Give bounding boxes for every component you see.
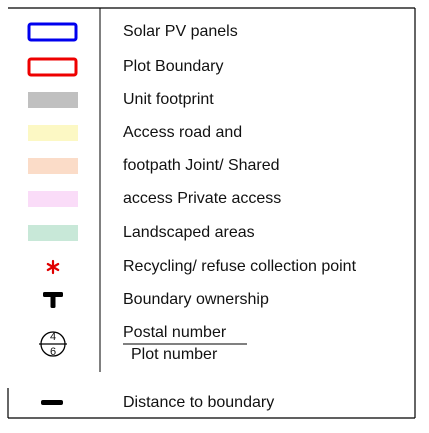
postal-symbol-bottom: 6: [50, 346, 56, 358]
landscape-swatch: [28, 225, 78, 241]
item-label: Plot Boundary: [123, 58, 224, 75]
item-label: Solar PV panels: [123, 23, 238, 40]
boundary-symbol: [27, 57, 78, 77]
shared-swatch: [28, 158, 78, 174]
item-label: Unit footprint: [123, 91, 214, 108]
postal-symbol-top: 4: [50, 331, 56, 343]
ownership-symbol: [43, 292, 63, 308]
recycling-symbol: [46, 259, 60, 275]
road-swatch: [28, 125, 78, 141]
distance-symbol: [41, 400, 63, 405]
item-label: Boundary ownership: [123, 291, 269, 308]
solar-symbol: [27, 22, 78, 42]
item-label: Recycling/ refuse collection point: [123, 258, 357, 275]
item-label: Landscaped areas: [123, 224, 255, 241]
private-swatch: [28, 191, 78, 207]
item-label: footpath Joint/ Shared: [123, 157, 280, 174]
item-label: Distance to boundary: [123, 394, 274, 411]
item-sublabel: Plot number: [131, 346, 218, 363]
item-label: Postal number: [123, 324, 227, 341]
item-label: access Private access: [123, 190, 281, 207]
item-label: Access road and: [123, 124, 242, 141]
footprint-swatch: [28, 92, 78, 108]
